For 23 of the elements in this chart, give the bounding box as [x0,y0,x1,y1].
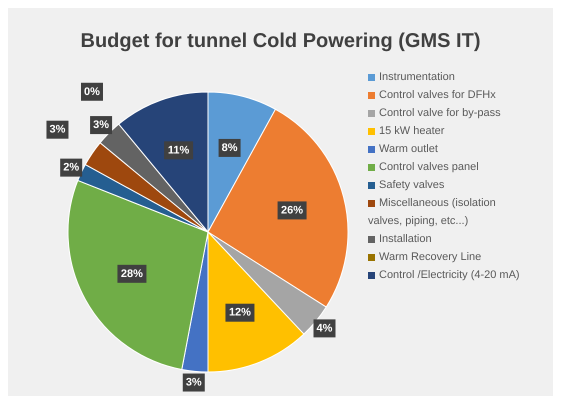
data-label: 28% [120,268,144,280]
data-label: 3% [186,376,202,389]
legend-label: Control valves for DFHx [379,89,496,101]
legend-label: Control valve for by-pass [379,107,501,119]
data-label: 3% [93,119,110,132]
legend-label: Control /Electricity (4-20 mA) [379,269,520,281]
legend-label: Warm Recovery Line [379,251,482,263]
data-label: 12% [228,306,252,319]
data-label: 8% [222,142,238,154]
data-label: 26% [281,204,304,216]
legend-label: Instrumentation [379,71,455,83]
data-label: 2% [63,162,80,174]
data-label: 3% [50,124,66,136]
legend-label: Installation [379,233,432,245]
legend-label: Miscellaneous (isolation valves, piping, etc...) [368,197,496,227]
data-label: 11% [168,144,190,156]
legend-label: 15 kW heater [379,125,444,137]
data-label: 4% [316,322,333,334]
legend-label: Control valves panel [379,161,479,173]
legend-label: Safety valves [379,179,444,191]
chart-title: Budget for tunnel Cold Powering (GMS IT) [80,30,482,53]
text: 0% [84,86,100,98]
legend-label: Warm outlet [379,143,438,155]
